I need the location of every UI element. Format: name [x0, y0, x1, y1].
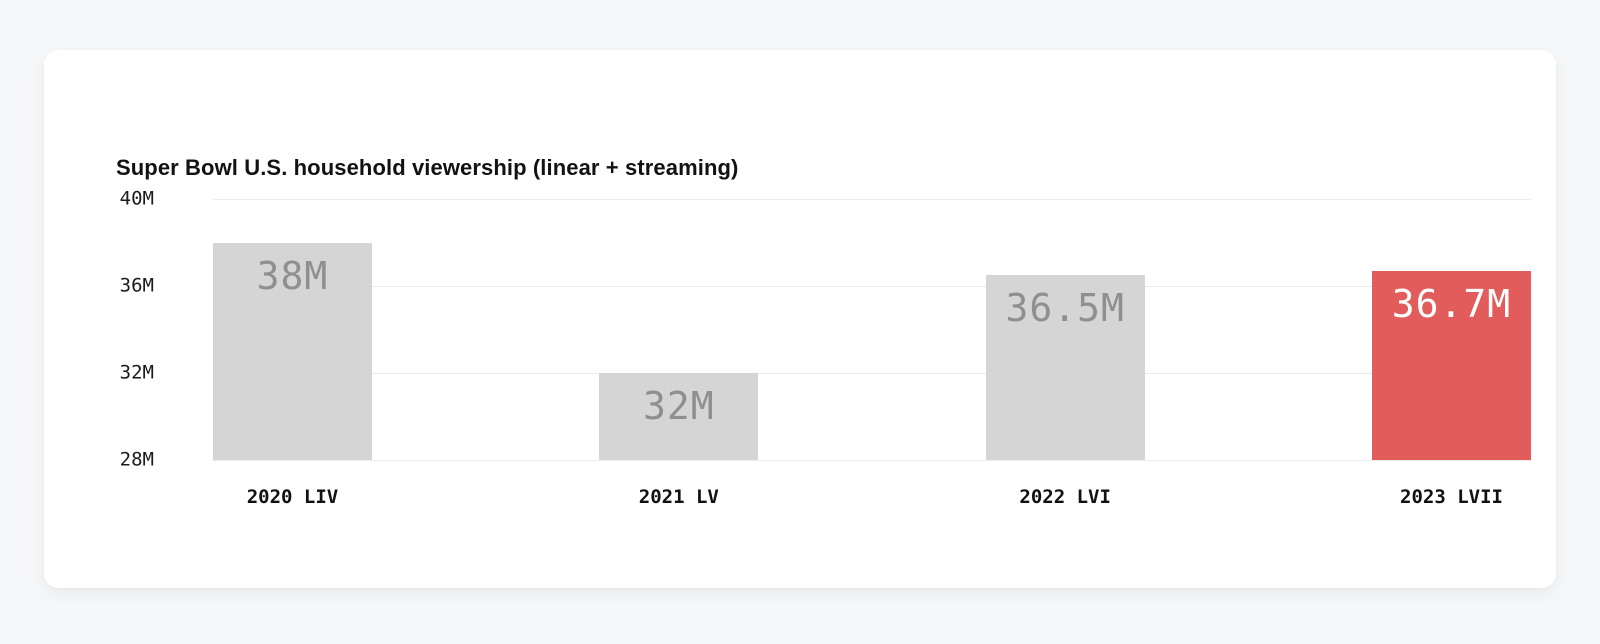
- plot-area: 38M 32M 36.5M 36.7M: [213, 199, 1531, 461]
- y-tick-32m: 32M: [119, 361, 154, 384]
- bar-2022-lvi: 36.5M: [985, 275, 1145, 460]
- x-label-2022-lvi: 2022 LVI: [1019, 486, 1111, 508]
- gridline-40m: [213, 199, 1531, 200]
- y-tick-28m: 28M: [119, 448, 154, 471]
- y-tick-40m: 40M: [119, 187, 154, 210]
- bar-value-label-2023-lvii: 36.7M: [1391, 281, 1512, 326]
- gridline-36m: [213, 286, 1531, 287]
- x-label-2023-lvii: 2023 LVII: [1400, 486, 1503, 508]
- bar-2020-liv: 38M: [213, 242, 372, 460]
- bar-2021-lv: 32M: [599, 373, 759, 460]
- x-axis-labels: 2020 LIV 2021 LV 2022 LVI 2023 LVII: [213, 486, 1531, 508]
- chart-card: Super Bowl U.S. household viewership (li…: [44, 50, 1556, 588]
- x-label-2021-lv: 2021 LV: [638, 486, 719, 508]
- gridline-32m: [213, 373, 1531, 374]
- x-label-2020-liv: 2020 LIV: [246, 486, 339, 508]
- y-tick-36m: 36M: [119, 274, 154, 297]
- gridline-28m: [213, 460, 1531, 461]
- bar-value-label-2022-lvi: 36.5M: [1005, 286, 1125, 331]
- chart-title: Super Bowl U.S. household viewership (li…: [116, 155, 739, 180]
- y-axis-tick-labels: 40M 36M 32M 28M: [44, 188, 154, 471]
- bar-2023-lvii: 36.7M: [1371, 270, 1531, 460]
- bar-value-label-2021-lv: 32M: [643, 384, 715, 428]
- bar-value-label-2020-liv: 38M: [256, 253, 329, 298]
- bars-container: 38M 32M 36.5M 36.7M: [213, 199, 1531, 460]
